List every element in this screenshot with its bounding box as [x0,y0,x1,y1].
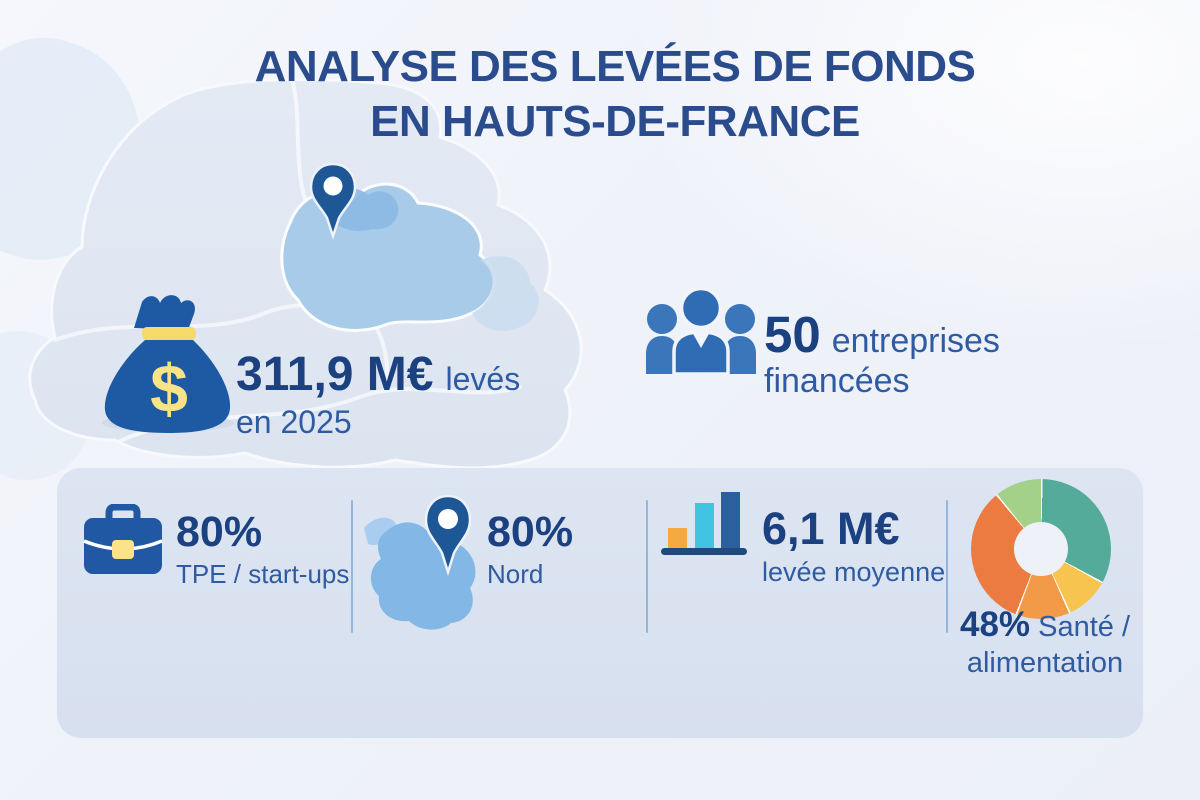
stat-sector-value: 48% [959,605,1031,644]
stat-sector-label-line1: Santé / [1030,611,1131,643]
stat-divider [946,500,948,633]
companies-count: 50 [764,306,821,363]
stat-tpe-label: TPE / start-ups [176,559,350,589]
money-bag-icon: $ [102,295,234,433]
raised-amount-period: en 2025 [236,404,352,441]
briefcase-icon [83,504,163,574]
svg-text:$: $ [150,351,188,427]
page-title: ANALYSE DES LEVÉES DE FONDS EN HAUTS-DE-… [150,40,1080,149]
stat-tpe-value: 80% [176,508,263,556]
stat-average-label: levée moyenne [762,557,946,587]
stat-sector-label-line2: alimentation [966,647,1124,679]
stat-nord: 80% Nord [487,511,573,590]
stat-nord-value: 80% [487,508,574,556]
donut-chart-hole [1014,522,1068,576]
stat-nord-label: Nord [487,559,544,589]
mini-map-pin-icon [424,494,472,576]
stat-sector: 48% Santé / alimentation [940,604,1150,681]
raised-amount-suffix: levés [445,361,521,397]
people-group-icon [646,288,756,374]
stat-divider [351,500,353,633]
stats-panel [57,468,1143,738]
raised-amount-value: 311,9 M€ [236,348,434,401]
stat-divider [646,500,648,633]
companies-label-line2: financées [764,361,910,400]
location-pin-icon [309,162,357,240]
title-line-1: ANALYSE DES LEVÉES DE FONDS [254,42,976,91]
companies-label-line1: entreprises [831,322,1000,360]
companies-financed-block: 50 entreprises financées [764,308,1000,401]
stat-tpe: 80% TPE / start-ups [176,511,349,590]
title-line-2: EN HAUTS-DE-FRANCE [370,96,860,146]
donut-chart [971,479,1111,619]
stat-average: 6,1 M€ levée moyenne [762,506,945,588]
bar-chart-icon [661,492,747,555]
raised-amount-block: 311,9 M€ levés en 2025 [236,348,521,441]
stat-average-value: 6,1 M€ [762,503,900,554]
